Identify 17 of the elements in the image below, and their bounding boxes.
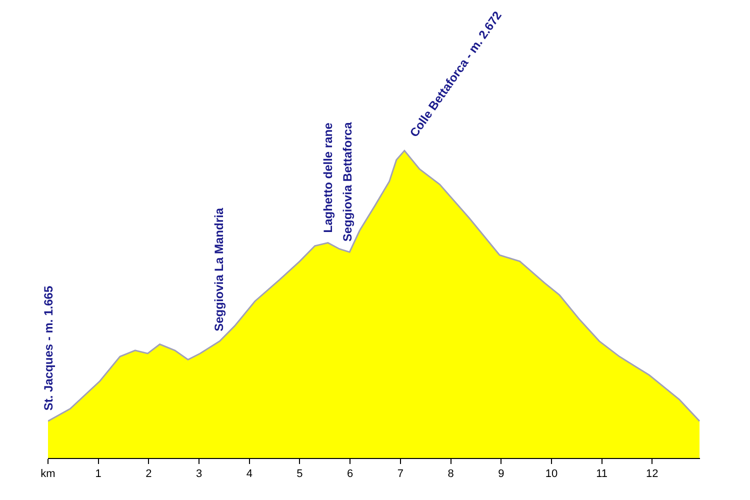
x-tick-label: 3 <box>196 468 202 480</box>
x-tick-label: 9 <box>498 468 504 480</box>
x-tick-label: 10 <box>545 468 558 480</box>
x-tick-label: 7 <box>397 468 404 480</box>
x-tick-label: 1 <box>95 468 102 480</box>
x-tick-label: 4 <box>246 468 252 480</box>
x-tick-label: 6 <box>347 468 354 480</box>
x-tick-label: 8 <box>448 468 454 480</box>
annotation: St. Jacques - m. 1.665 <box>41 286 56 411</box>
x-tick-label: 11 <box>596 468 608 480</box>
x-tick-label: 12 <box>646 468 658 480</box>
annotation: Laghetto delle rane <box>321 122 336 233</box>
annotation: Seggiovia Bettaforca <box>340 122 355 242</box>
x-tick-label: 2 <box>146 468 152 480</box>
x-tick-label: 5 <box>296 468 303 480</box>
annotation: Seggiovia La Mandria <box>212 208 226 332</box>
x-tick-label: km <box>40 468 56 480</box>
